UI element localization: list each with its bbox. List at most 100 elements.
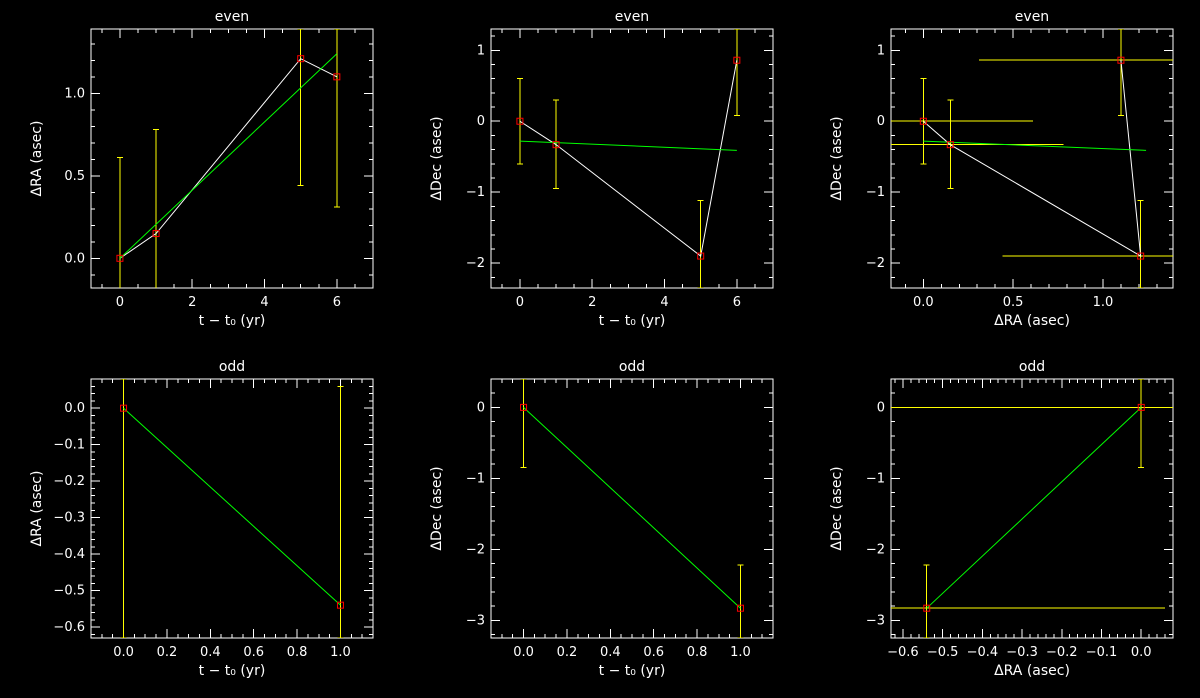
data-layer [520, 379, 744, 638]
x-axis-label: ΔRA (asec) [994, 313, 1070, 329]
measured-path [119, 58, 338, 259]
data-layer [516, 29, 741, 288]
measured-path [923, 60, 1142, 257]
data-point [697, 252, 705, 260]
x-tick-label: 0.8 [287, 645, 308, 660]
x-tick-label: 0.0 [113, 645, 134, 660]
x-tick-label: 0.0 [913, 295, 934, 310]
x-tick-label: −0.3 [1006, 645, 1038, 660]
data-point [733, 56, 741, 64]
y-tick-label: −1 [466, 185, 485, 200]
y-axis-label: ΔDec (asec) [429, 466, 445, 550]
data-layer [120, 379, 344, 638]
y-tick-label: −0.5 [53, 584, 85, 599]
panel-title: even [615, 9, 649, 25]
y-tick-label: 1 [877, 43, 885, 58]
panel-title: odd [1019, 359, 1045, 375]
y-tick-label: −1 [866, 471, 885, 486]
y-tick-label: 0.0 [64, 251, 85, 266]
plot-frame [890, 28, 1174, 289]
data-point [297, 55, 305, 63]
panel-2: 0 2 4 6 −2 −1 0 1 even t − t₀ (yr) ΔDec (asec) [429, 9, 774, 329]
x-tick-label: 6 [333, 295, 341, 310]
x-tick-label: 1.0 [730, 645, 751, 660]
x-tick-label: 0.4 [600, 645, 621, 660]
data-point [152, 230, 160, 238]
y-tick-label: −0.3 [53, 511, 85, 526]
data-point [336, 601, 344, 609]
y-tick-label: 0 [477, 400, 485, 415]
y-tick-label: 1.0 [64, 86, 85, 101]
x-axis-label: t − t₀ (yr) [199, 663, 266, 679]
data-point [946, 141, 954, 149]
x-tick-label: 0.0 [513, 645, 534, 660]
y-tick-label: −3 [466, 613, 485, 628]
x-tick-label: −0.4 [967, 645, 999, 660]
y-tick-label: 0 [877, 400, 885, 415]
y-tick-label: 0 [877, 114, 885, 129]
x-tick-label: −0.5 [927, 645, 959, 660]
panel-title: odd [219, 359, 245, 375]
data-point [516, 117, 524, 125]
y-tick-label: −2 [866, 542, 885, 557]
x-tick-label: 0 [116, 295, 124, 310]
y-tick-label: −0.2 [53, 474, 85, 489]
data-layer [116, 29, 341, 288]
data-point [1137, 403, 1145, 411]
plot-frame [890, 378, 1174, 639]
x-axis-label: ΔRA (asec) [994, 663, 1070, 679]
data-point [120, 404, 128, 412]
x-axis-label: t − t₀ (yr) [599, 663, 666, 679]
data-point [923, 604, 931, 612]
x-tick-label: −0.6 [887, 645, 919, 660]
fit-line [123, 407, 341, 606]
x-axis-label: t − t₀ (yr) [599, 313, 666, 329]
y-tick-label: 0 [477, 114, 485, 129]
x-tick-label: 0.2 [157, 645, 178, 660]
fit-line [523, 407, 741, 609]
x-tick-label: −0.1 [1086, 645, 1118, 660]
y-tick-label: −2 [466, 542, 485, 557]
fit-line [119, 53, 338, 259]
panel-4: 0.0 0.2 0.4 0.6 0.8 1.0 −0.6 −0.5 −0.4 −0.3 −0.2 −0… [29, 359, 374, 679]
plot-frame [90, 378, 374, 639]
data-point [333, 73, 341, 81]
data-point [1137, 252, 1145, 260]
panel-3: 0.0 0.5 1.0 −2 −1 0 1 even ΔRA (asec) ΔDec (asec) [829, 9, 1174, 329]
x-tick-label: 0.4 [200, 645, 221, 660]
y-tick-label: −1 [466, 471, 485, 486]
y-tick-label: −0.6 [53, 620, 85, 635]
data-point [552, 141, 560, 149]
x-tick-label: 2 [588, 295, 596, 310]
data-point [116, 254, 124, 262]
data-point [919, 117, 927, 125]
x-tick-label: 0.6 [643, 645, 664, 660]
panel-title: even [215, 9, 249, 25]
data-layer [891, 379, 1173, 638]
panel-5: 0.0 0.2 0.4 0.6 0.8 1.0 −3 −2 −1 0 odd t − t₀ (yr) Δ… [429, 359, 774, 679]
y-tick-label: 0.0 [64, 401, 85, 416]
fit-line [923, 140, 1147, 151]
x-tick-label: 6 [733, 295, 741, 310]
fit-line [519, 140, 737, 151]
x-tick-label: 1.0 [330, 645, 351, 660]
y-axis-label: ΔRA (asec) [29, 121, 45, 197]
plot-frame [490, 28, 774, 289]
y-tick-label: 1 [477, 43, 485, 58]
y-axis-label: ΔDec (asec) [429, 116, 445, 200]
y-tick-label: −0.1 [53, 438, 85, 453]
y-tick-label: −2 [866, 256, 885, 271]
y-tick-label: −2 [466, 256, 485, 271]
data-point [520, 403, 528, 411]
y-axis-label: ΔDec (asec) [829, 466, 845, 550]
x-tick-label: 2 [188, 295, 196, 310]
y-axis-label: ΔRA (asec) [29, 471, 45, 547]
x-tick-label: −0.2 [1046, 645, 1078, 660]
x-tick-label: 0.0 [1131, 645, 1152, 660]
x-tick-label: 0.5 [1003, 295, 1024, 310]
x-tick-label: 4 [660, 295, 668, 310]
x-tick-label: 0 [516, 295, 524, 310]
x-tick-label: 1.0 [1093, 295, 1114, 310]
x-tick-label: 0.6 [243, 645, 264, 660]
